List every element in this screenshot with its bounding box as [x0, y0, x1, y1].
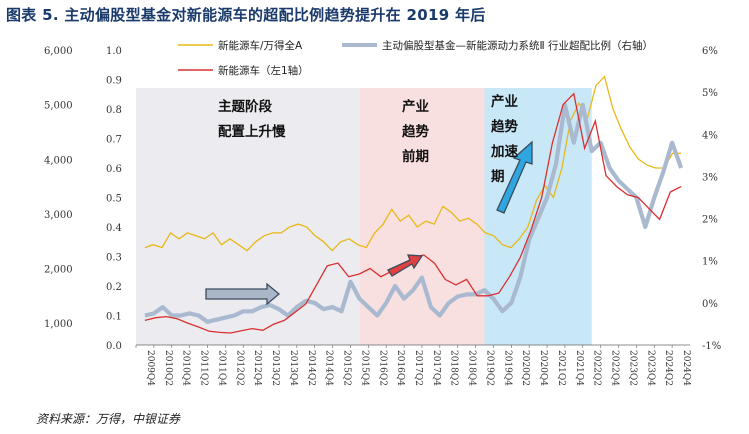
left-inner-tick-label: 0.1: [106, 312, 122, 323]
x-tick-label: 2022Q4: [610, 350, 620, 386]
series-line-overweight-ratio: [144, 102, 684, 324]
x-tick-label: 2015Q2: [342, 350, 352, 386]
left-outer-tick-label: 5,000: [44, 101, 73, 112]
annotation-theme-line1: 主题阶段: [218, 98, 272, 115]
red-arrow: [387, 254, 424, 277]
left-inner-tick-label: 0.4: [106, 223, 122, 234]
x-tick-label: 2018Q4: [467, 350, 477, 386]
x-tick-label: 2019Q2: [484, 350, 494, 386]
shaded-period: [136, 88, 360, 345]
left-inner-tick-label: 0.9: [106, 76, 122, 87]
x-tick-label: 2016Q4: [395, 350, 405, 386]
source-note: 资料来源：万得，中银证券: [36, 412, 181, 426]
x-tick-label: 2013Q2: [270, 350, 280, 386]
shaded-periods: [136, 88, 592, 345]
left-inner-tick-label: 0.7: [106, 135, 122, 146]
annotation-early-line2: 趋势: [402, 123, 429, 140]
x-tick-label: 2013Q4: [288, 350, 298, 386]
x-tick-label: 2021Q2: [556, 350, 566, 386]
x-tick-label: 2010Q4: [181, 350, 191, 386]
legend-label-yellow: 新能源车/万得全A: [218, 39, 303, 52]
left-outer-tick-label: 6,000: [44, 46, 73, 57]
x-tick-label: 2011Q4: [216, 350, 226, 386]
annotation-accel-line1: 产业: [491, 93, 518, 110]
left-inner-tick-label: 0.0: [106, 341, 122, 352]
left-outer-tick-label: 2,000: [44, 265, 73, 276]
legend: 新能源车/万得全A 主动偏股型基金—新能源动力系统Ⅱ 行业超配比例（右轴） 新能…: [178, 39, 653, 77]
right-tick-label: -1%: [702, 341, 721, 352]
x-tick-label: 2012Q4: [252, 350, 262, 386]
blue-arrow: [496, 140, 533, 214]
x-tick-label: 2012Q2: [234, 350, 244, 386]
x-tick-label: 2015Q4: [359, 350, 369, 386]
chart-title: 图表 5. 主动偏股型基金对新能源车的超配比例趋势提升在 2019 年后: [6, 6, 486, 24]
x-tick-label: 2014Q4: [324, 350, 334, 386]
x-tick-label: 2024Q4: [681, 350, 691, 386]
x-tick-label: 2024Q2: [663, 350, 673, 386]
annotation-early-line3: 前期: [402, 148, 429, 165]
annotation-accel-line3: 加速: [490, 143, 519, 160]
left-inner-tick-label: 1.0: [106, 46, 122, 57]
x-tick-label: 2016Q2: [377, 350, 387, 386]
x-tick-label: 2017Q4: [431, 350, 441, 386]
left-inner-tick-label: 0.5: [106, 194, 122, 205]
annotation-accel-line4: 期: [491, 169, 505, 185]
right-tick-label: 4%: [702, 130, 718, 141]
right-axis-ticks: 6% 5% 4% 3% 2% 1% 0% -1%: [702, 46, 721, 352]
x-tick-label: 2020Q2: [520, 350, 530, 386]
left-inner-tick-label: 0.2: [106, 282, 122, 293]
x-tick-label: 2017Q2: [413, 350, 423, 386]
x-axis-ticks: 2009Q4 2010Q2 2010Q4 2011Q2 2011Q4 2012Q2 2012…: [135, 345, 691, 386]
right-tick-label: 0%: [702, 299, 718, 310]
shaded-period: [359, 88, 485, 345]
annotation-theme-line2: 配置上升慢: [218, 123, 286, 140]
annotation-accel-line2: 趋势: [491, 118, 519, 135]
x-tick-label: 2019Q4: [502, 350, 512, 386]
right-tick-label: 5%: [702, 88, 718, 99]
x-tick-label: 2011Q2: [199, 350, 209, 386]
right-tick-label: 6%: [702, 46, 718, 57]
x-tick-label: 2020Q4: [538, 350, 548, 386]
series-line-nev-ratio: [144, 75, 682, 252]
left-inner-tick-label: 0.6: [106, 164, 122, 175]
left-outer-tick-label: 1,000: [44, 319, 73, 330]
x-tick-label: 2022Q2: [592, 350, 602, 386]
left-outer-tick-label: 3,000: [44, 210, 73, 221]
legend-label-red: 新能源车（左1轴）: [218, 64, 309, 77]
left-outer-tick-label: 4,000: [44, 155, 73, 166]
left-outer-axis-ticks: 6,000 5,000 4,000 3,000 2,000 1,000: [44, 46, 73, 330]
left-inner-tick-label: 0.3: [106, 253, 122, 264]
annotation-early-line1: 产业: [402, 98, 429, 115]
gray-arrow: [205, 282, 281, 306]
left-inner-axis-ticks: 1.0 0.9 0.8 0.7 0.6 0.5 0.4 0.3 0.2 0.1 0.0: [106, 46, 122, 352]
x-tick-label: 2021Q4: [574, 350, 584, 386]
x-tick-label: 2023Q2: [627, 350, 637, 386]
x-tick-label: 2023Q4: [645, 350, 655, 386]
x-tick-label: 2009Q4: [145, 350, 155, 386]
x-tick-label: 2014Q2: [306, 350, 316, 386]
right-tick-label: 3%: [702, 172, 718, 183]
x-tick-label: 2010Q2: [163, 350, 173, 386]
x-tick-label: 2018Q2: [449, 350, 459, 386]
left-inner-tick-label: 0.8: [106, 105, 122, 116]
legend-label-blue: 主动偏股型基金—新能源动力系统Ⅱ 行业超配比例（右轴）: [382, 39, 653, 52]
right-tick-label: 1%: [702, 257, 718, 268]
right-tick-label: 2%: [702, 215, 718, 226]
